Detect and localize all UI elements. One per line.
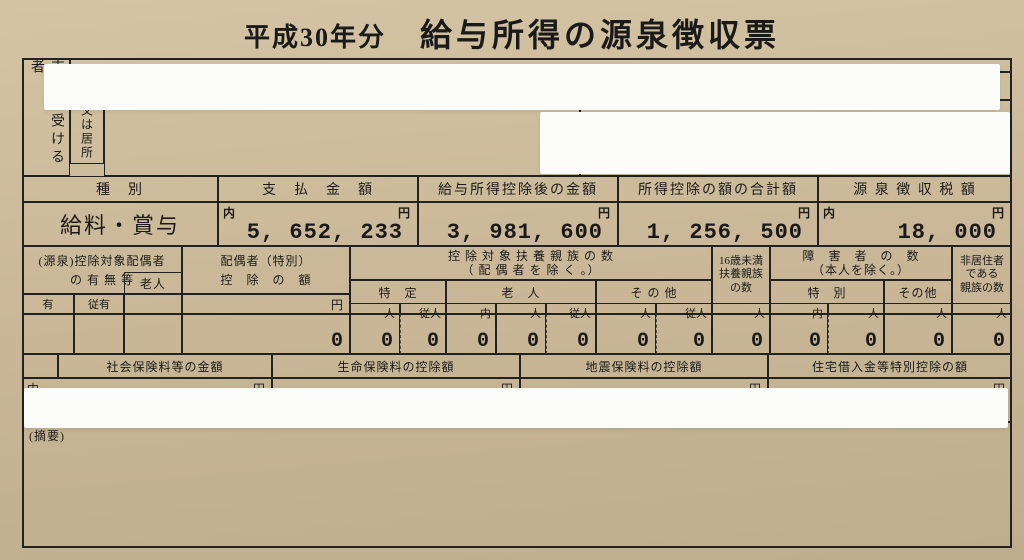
dep-tokutei-header: 特 定 [350, 280, 446, 304]
dis-sonota-value: 0 [884, 314, 952, 354]
ari-label: 有 [22, 294, 74, 314]
elderly-value [124, 314, 182, 354]
payment-value: 内 円 5, 652, 233 [218, 202, 418, 246]
after-deduction-header: 給与所得控除後の金額 [418, 176, 618, 202]
dep-roujin-header: 老 人 [446, 280, 596, 304]
title-year: 平成30年分 [244, 23, 386, 52]
juari-value [74, 314, 124, 354]
elderly-header: 老人 [124, 272, 182, 294]
dep-roujin-a: 0 [446, 314, 496, 354]
dep-roujin-b: 0 [496, 314, 546, 354]
dep-u8: 人 [712, 304, 770, 314]
withholding-value: 内 円 18, 000 [818, 202, 1012, 246]
dependents-header: 控 除 対 象 扶 養 親 族 の 数 （ 配 偶 者 を 除 く 。） [350, 246, 712, 280]
type-value: 給料・賞与 [22, 202, 218, 246]
dis-tokubetsu-b: 0 [828, 314, 884, 354]
dep-u9: 内 [770, 304, 828, 314]
summary-row: (摘要) [22, 422, 1012, 548]
dep-u3: 内 [446, 304, 496, 314]
dep-u11: 人 [884, 304, 952, 314]
nonresident-header: 非居住者 である 親族の数 [952, 246, 1012, 304]
dep-sonota-b: 0 [656, 314, 712, 354]
juari-label: 従有 [74, 294, 124, 314]
spouse-special-header: 配偶者（特別） 控 除 の 額 [182, 246, 350, 294]
spouse-sp-sub: 円 [182, 294, 350, 314]
withholding-header: 源 泉 徴 収 税 額 [818, 176, 1012, 202]
total-deduction-value: 円 1, 256, 500 [618, 202, 818, 246]
tax-slip-page: 平成30年分 給与所得の源泉徴収票 支払を受ける者 住所又は居所 (役職名) 種… [0, 0, 1024, 560]
redaction-1 [44, 64, 1000, 110]
dis-tokubetsu-a: 0 [770, 314, 828, 354]
row4-pad [22, 354, 58, 378]
dep-u1: 人 [350, 304, 400, 314]
dis-tokubetsu-header: 特 別 [770, 280, 884, 304]
dep-tokutei-b: 0 [400, 314, 446, 354]
type-header: 種 別 [22, 176, 218, 202]
elderly-sub [124, 294, 182, 314]
document-title: 平成30年分 給与所得の源泉徴収票 [0, 10, 1024, 56]
ari-value [22, 314, 74, 354]
dep-u10: 人 [828, 304, 884, 314]
dep-tokutei-a: 0 [350, 314, 400, 354]
dep-sonota-a: 0 [596, 314, 656, 354]
dep-u4: 人 [496, 304, 546, 314]
social-header: 社会保険料等の金額 [58, 354, 272, 378]
title-main: 給与所得の源泉徴収票 [420, 17, 780, 53]
dep-u6: 人 [596, 304, 656, 314]
under16-value: 0 [712, 314, 770, 354]
housing-header: 住宅借入金等特別控除の額 [768, 354, 1012, 378]
spouse-special-value: 0 [182, 314, 350, 354]
after-deduction-value: 円 3, 981, 600 [418, 202, 618, 246]
dep-u5: 従人 [546, 304, 596, 314]
quake-header: 地震保険料の控除額 [520, 354, 768, 378]
dep-roujin-c: 0 [546, 314, 596, 354]
dep-sonota-header: そ の 他 [596, 280, 712, 304]
redaction-2 [540, 112, 1010, 174]
dep-u7: 従人 [656, 304, 712, 314]
life-header: 生命保険料の控除額 [272, 354, 520, 378]
total-deduction-header: 所得控除の額の合計額 [618, 176, 818, 202]
payment-header: 支 払 金 額 [218, 176, 418, 202]
disabled-header: 障 害 者 の 数 （本人を除く。） [770, 246, 952, 280]
dis-sonota-header: その他 [884, 280, 952, 304]
nonres-value: 0 [952, 314, 1012, 354]
redaction-3 [24, 388, 1008, 428]
under16-header: 16歳未満 扶養親族 の数 [712, 246, 770, 304]
dep-u2: 従人 [400, 304, 446, 314]
dep-u12: 人 [952, 304, 1012, 314]
